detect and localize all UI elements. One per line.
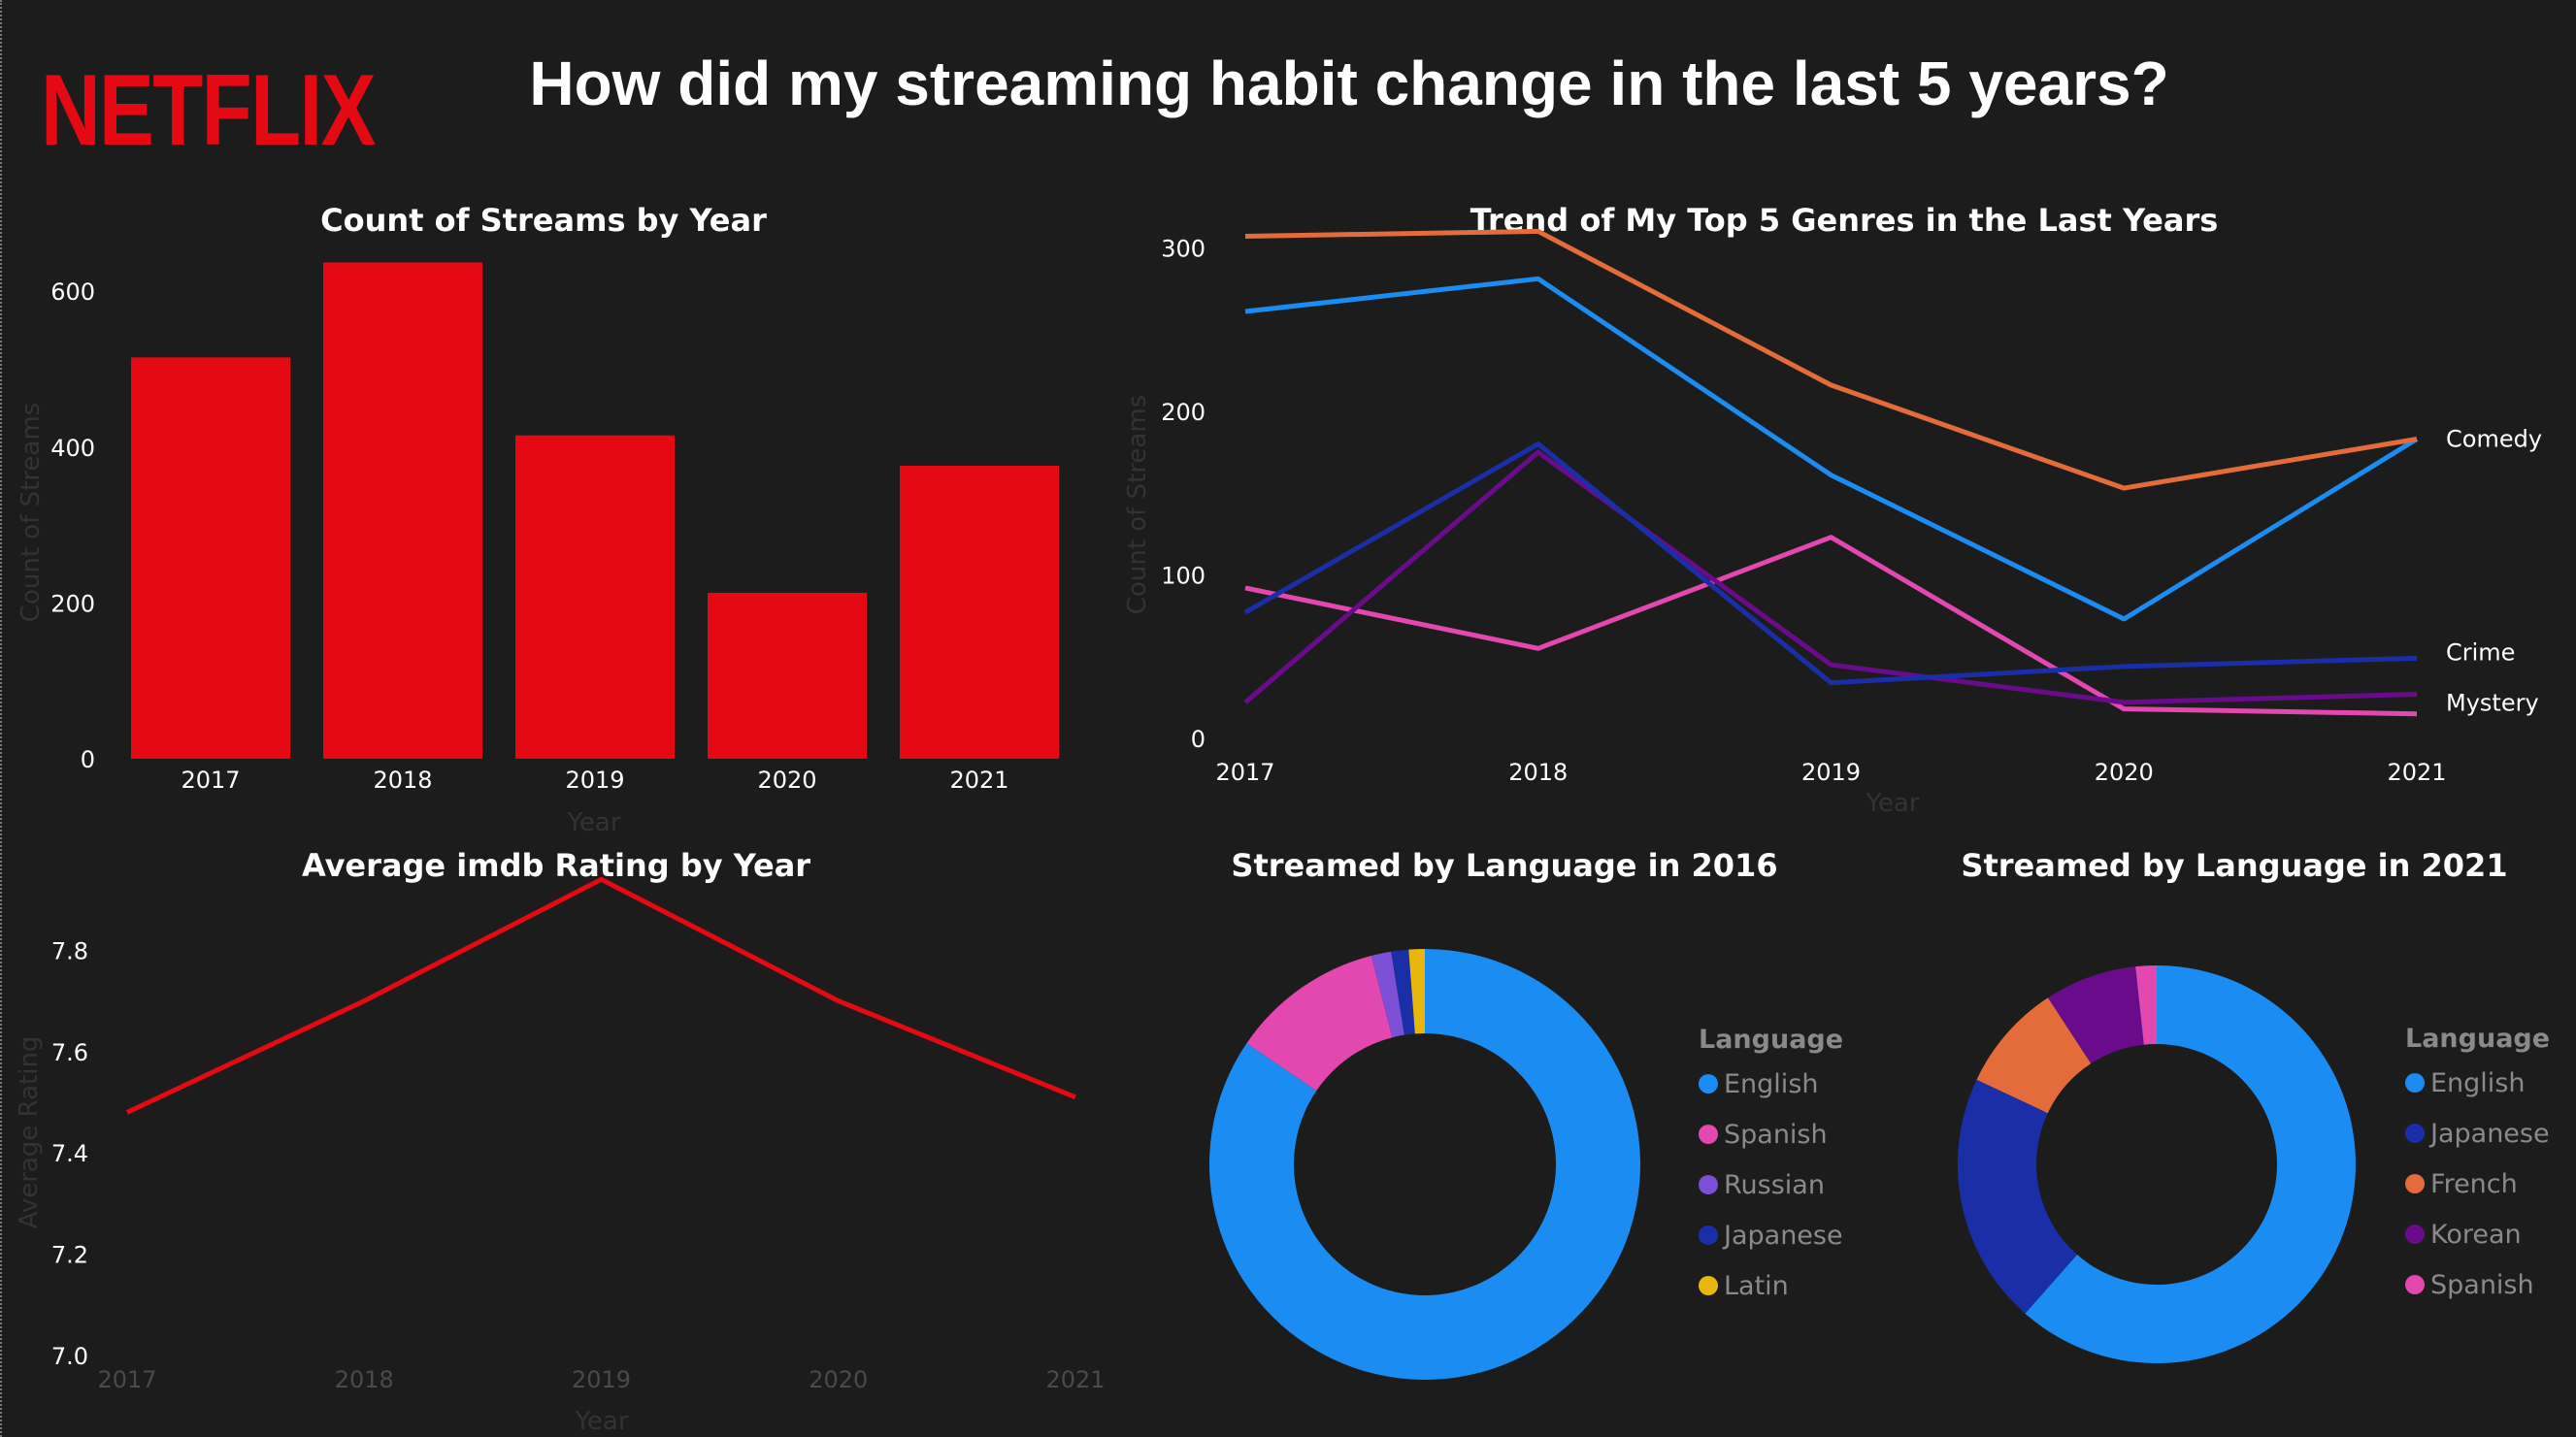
donut-slice [1209,949,1640,1380]
x-tick-label: 2018 [373,767,432,794]
bar [708,592,867,759]
legend-marker [1699,1074,1718,1094]
donut-slice [1391,949,1415,1035]
chart-title: Streamed by Language in 2021 [1961,847,2507,884]
chart-title: Streamed by Language in 2016 [1231,847,1777,884]
x-tick-label: 2020 [809,1366,868,1393]
legend-marker [2405,1275,2425,1294]
x-tick-label: 2021 [2387,759,2446,786]
x-axis-label: Year [574,1407,628,1436]
bar [900,466,1059,759]
left-border [0,0,2,1437]
x-tick-label: 2019 [565,767,624,794]
y-tick-label: 7.4 [51,1140,88,1167]
genre-trend-line-chart: Trend of My Top 5 Genres in the Last Yea… [1123,202,2542,818]
y-tick-label: 400 [50,435,95,462]
legend-marker [1699,1276,1718,1295]
y-tick-label: 300 [1161,235,1205,262]
y-tick-label: 7.6 [51,1039,88,1066]
legend-marker [2405,1073,2425,1093]
x-tick-label: 2021 [1045,1366,1105,1393]
language-2016-donut-chart: Streamed by Language in 2016 Language Engl… [1209,847,1843,1380]
donut-slice [1246,955,1393,1092]
donut-slice [2047,966,2144,1064]
series-line [1244,276,2419,622]
series-end-label: Comedy [2446,426,2542,453]
bar [323,262,482,759]
y-tick-label: 200 [50,590,95,617]
y-axis-label: Average Rating [15,1036,44,1229]
x-tick-label: 2018 [335,1366,394,1393]
legend-label: Spanish [2430,1270,2534,1300]
x-tick-label: 2019 [1801,759,1861,786]
y-tick-label: 200 [1161,399,1205,426]
y-tick-label: 7.8 [51,937,88,964]
page-title: How did my streaming habit change in the… [529,49,2169,118]
legend-marker [1699,1125,1718,1144]
series-end-label: Crime [2446,638,2515,666]
donut-slice [1958,1079,2077,1314]
x-tick-label: 2020 [757,767,816,794]
y-tick-label: 0 [81,746,95,773]
x-tick-label: 2020 [2095,759,2154,786]
x-tick-label: 2021 [949,767,1008,794]
donut-slice [1408,949,1425,1034]
language-2021-donut-chart: Streamed by Language in 2021 Language Engl… [1958,847,2550,1363]
legend-marker [1699,1175,1718,1194]
legend-label: Korean [2430,1220,2522,1250]
legend-label: Japanese [2428,1119,2550,1149]
series-line [1244,228,2418,491]
series-line [1243,441,2418,686]
legend-marker [2405,1124,2425,1143]
netflix-logo: NETFLIX [41,54,376,167]
donut-slice [2025,965,2356,1363]
x-axis-label: Year [566,808,620,837]
legend-title: Language [2405,1024,2550,1054]
legend-label: Japanese [1722,1221,1843,1251]
x-tick-label: 2018 [1508,759,1568,786]
series-line [1243,449,2418,705]
chart-title: Trend of My Top 5 Genres in the Last Yea… [1470,202,2219,239]
legend-marker [2405,1174,2425,1193]
donut-slice [1976,997,2092,1114]
legend-label: French [2430,1169,2518,1199]
count-of-streams-bar-chart: Count of Streams by Year 0 200 400 600 Count … [17,202,1059,837]
legend-label: Latin [1724,1271,1789,1301]
legend-marker [2405,1225,2425,1244]
x-tick-label: 2017 [1215,759,1274,786]
legend-title: Language [1699,1025,1843,1055]
bar [515,435,675,759]
legend-label: English [1724,1069,1819,1099]
y-tick-label: 600 [50,278,95,306]
chart-title: Average imdb Rating by Year [302,847,810,884]
series-end-label: Mystery [2446,689,2539,716]
legend-label: Spanish [1724,1120,1828,1150]
imdb-rating-line-chart: Average imdb Rating by Year 7.0 7.2 7.4 7.6 7… [15,847,1106,1436]
x-axis-label: Year [1865,789,1919,818]
chart-title: Count of Streams by Year [320,202,767,239]
y-tick-label: 7.0 [51,1343,88,1370]
x-tick-label: 2017 [181,767,240,794]
donut-slice [2135,965,2157,1045]
bar [131,357,290,759]
y-axis-label: Count of Streams [17,403,46,622]
y-tick-label: 7.2 [51,1242,88,1269]
y-axis-label: Count of Streams [1123,395,1152,614]
legend-label: English [2430,1068,2526,1098]
legend-marker [1699,1225,1718,1245]
x-tick-label: 2019 [572,1366,631,1393]
donut-slice [1371,951,1404,1038]
legend-label: Russian [1724,1170,1825,1200]
series-line [125,876,1076,1115]
series-line [1244,535,2418,717]
y-tick-label: 0 [1191,726,1205,753]
x-tick-label: 2017 [97,1366,156,1393]
y-tick-label: 100 [1161,562,1205,589]
